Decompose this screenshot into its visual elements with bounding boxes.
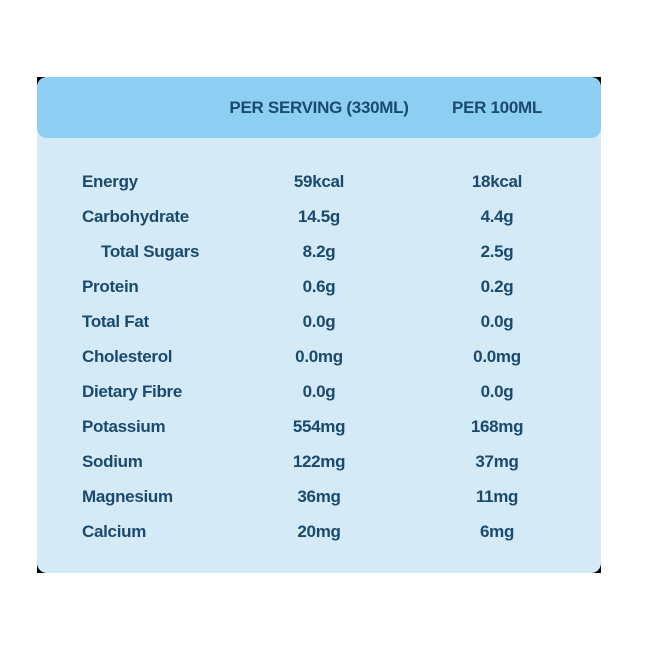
nutrient-name: Total Fat (82, 312, 149, 331)
table-row-dietary-fibre: Dietary Fibre 0.0g 0.0g (37, 374, 601, 409)
nutrition-table: PER SERVING (330ML) PER 100ML Energy 59k… (37, 77, 601, 573)
per-serving-value: 8.2g (302, 242, 336, 261)
nutrient-name: Cholesterol (82, 347, 173, 366)
nutrient-name: Potassium (82, 417, 166, 436)
per-serving-value: 59kcal (293, 172, 345, 191)
per-100ml-value: 37mg (475, 452, 519, 471)
nutrient-name: Protein (82, 277, 139, 296)
per-100ml-value: 6mg (479, 522, 515, 541)
per-100ml-value: 2.5g (480, 242, 514, 261)
table-row-total-fat: Total Fat 0.0g 0.0g (37, 304, 601, 339)
per-100ml-value: 0.0g (480, 312, 514, 331)
per-serving-value: 0.0g (302, 382, 336, 401)
per-100ml-value: 11mg (475, 487, 519, 506)
per-serving-value: 20mg (297, 522, 341, 541)
table-row-magnesium: Magnesium 36mg 11mg (37, 479, 601, 514)
per-100ml-value: 18kcal (471, 172, 523, 191)
table-body: Energy 59kcal 18kcal Carbohydrate 14.5g … (37, 164, 601, 549)
per-100ml-value: 4.4g (480, 207, 514, 226)
table-row-calcium: Calcium 20mg 6mg (37, 514, 601, 549)
per-serving-value: 0.0g (302, 312, 336, 331)
per-serving-value: 14.5g (298, 207, 340, 226)
table-row-energy: Energy 59kcal 18kcal (37, 164, 601, 199)
per-serving-value: 0.0mg (295, 347, 343, 366)
table-row-total-sugars: Total Sugars 8.2g 2.5g (37, 234, 601, 269)
per-100ml-value: 0.0g (480, 382, 514, 401)
table-header: PER SERVING (330ML) PER 100ML (37, 77, 601, 138)
nutrient-name: Carbohydrate (82, 207, 189, 226)
per-serving-value: 36mg (297, 487, 341, 506)
table-row-cholesterol: Cholesterol 0.0mg 0.0mg (37, 339, 601, 374)
table-row-protein: Protein 0.6g 0.2g (37, 269, 601, 304)
per-100ml-value: 0.2g (480, 277, 514, 296)
header-per-serving: PER SERVING (330ML) (229, 98, 409, 117)
table-row-sodium: Sodium 122mg 37mg (37, 444, 601, 479)
nutrient-name: Energy (82, 172, 138, 191)
per-serving-value: 0.6g (302, 277, 336, 296)
per-serving-value: 122mg (292, 452, 346, 471)
per-100ml-value: 168mg (470, 417, 524, 436)
table-row-carbohydrate: Carbohydrate 14.5g 4.4g (37, 199, 601, 234)
nutrient-name: Calcium (82, 522, 147, 541)
nutrient-name: Magnesium (82, 487, 173, 506)
nutrient-name: Total Sugars (101, 242, 200, 261)
per-100ml-value: 0.0mg (473, 347, 521, 366)
header-per-100ml: PER 100ML (452, 98, 542, 117)
per-serving-value: 554mg (292, 417, 346, 436)
nutrient-name: Sodium (82, 452, 143, 471)
table-row-potassium: Potassium 554mg 168mg (37, 409, 601, 444)
nutrient-name: Dietary Fibre (82, 382, 183, 401)
